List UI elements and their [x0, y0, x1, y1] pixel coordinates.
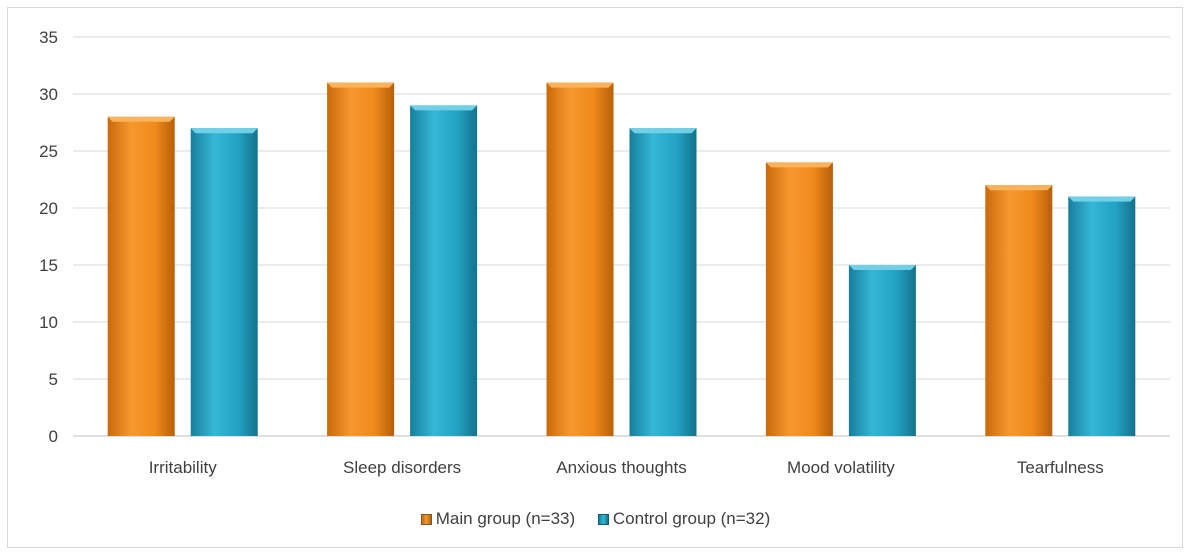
bar-main — [546, 82, 614, 436]
y-tick-label: 10 — [39, 313, 58, 332]
y-tick-label: 30 — [39, 85, 58, 104]
bar-main — [765, 162, 833, 436]
legend: Main group (n=33) Control group (n=32) — [0, 509, 1191, 530]
bar-bevel — [765, 162, 833, 168]
bar-body — [629, 128, 697, 436]
bar-body — [190, 128, 258, 436]
x-tick-label: Mood volatility — [787, 458, 895, 477]
legend-swatch-control — [597, 513, 609, 525]
y-tick-label: 20 — [39, 199, 58, 218]
y-tick-label: 5 — [49, 370, 58, 389]
legend-label-control: Control group (n=32) — [612, 509, 771, 528]
bar-control — [410, 105, 478, 437]
bar-control — [1068, 196, 1136, 436]
bar-bevel — [410, 105, 478, 111]
x-tick-label: Anxious thoughts — [556, 458, 686, 477]
bar-body — [848, 265, 916, 436]
bar-bevel — [629, 128, 697, 134]
x-tick-label: Irritability — [149, 458, 218, 477]
bar-bevel — [848, 265, 916, 270]
bar-body — [765, 162, 833, 436]
y-tick-label: 15 — [39, 256, 58, 275]
bar-control — [190, 128, 258, 436]
bar-control — [848, 265, 916, 436]
bar-bevel — [985, 185, 1053, 191]
bar-body — [985, 185, 1053, 436]
bar-bevel — [190, 128, 258, 134]
bars — [107, 82, 1136, 437]
y-axis-ticks: 0 5 10 15 20 25 30 35 — [39, 28, 58, 446]
x-tick-label: Sleep disorders — [343, 458, 461, 477]
legend-swatch-main — [420, 513, 432, 525]
y-tick-label: 0 — [49, 427, 58, 446]
bar-bevel — [1068, 196, 1136, 202]
legend-item-control: Control group (n=32) — [597, 509, 771, 529]
bar-control — [629, 128, 697, 436]
bar-main — [985, 185, 1053, 436]
legend-label-main: Main group (n=33) — [435, 509, 576, 528]
bar-body — [1068, 196, 1136, 436]
bar-body — [410, 105, 478, 437]
x-axis-ticks: Irritability Sleep disorders Anxious thoug… — [149, 458, 1104, 477]
bar-main — [107, 116, 175, 437]
bar-bevel — [546, 82, 614, 88]
bar-bevel — [327, 82, 395, 88]
y-tick-label: 35 — [39, 28, 58, 47]
y-tick-label: 25 — [39, 142, 58, 161]
bar-body — [546, 82, 614, 436]
bar-body — [107, 116, 175, 437]
bar-main — [327, 82, 395, 436]
x-tick-label: Tearfulness — [1017, 458, 1104, 477]
legend-item-main: Main group (n=33) — [420, 509, 576, 529]
bar-body — [327, 82, 395, 436]
bar-bevel — [107, 116, 175, 122]
